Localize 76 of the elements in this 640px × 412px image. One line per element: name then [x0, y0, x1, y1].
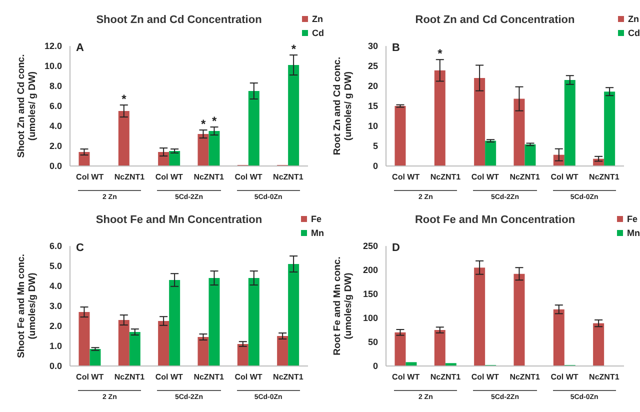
y-tick-label: 0	[372, 161, 378, 172]
y-tick-label: 0	[372, 361, 378, 372]
chart-title: Shoot Fe and Mn Concentration	[94, 214, 264, 226]
x-tick-label: NcZNT1	[510, 172, 540, 182]
y-tick-label: 20	[368, 81, 378, 92]
y-tick-label: 30	[368, 41, 378, 52]
y-tick-label: 4.0	[49, 281, 62, 292]
y-tick-label: 4.0	[49, 121, 62, 132]
y-tick-label: 5.0	[49, 261, 62, 272]
chart-subtitle: B	[392, 42, 400, 54]
x-tick-label: NcZNT1	[589, 372, 620, 382]
legend-label: Zn	[312, 13, 323, 26]
legend-label: Cd	[312, 27, 324, 40]
x-tick-label: NcZNT1	[194, 372, 224, 382]
x-tick-label: NcZNT1	[430, 372, 462, 382]
x-tick-label: NcZNT1	[114, 172, 146, 182]
x-tick-label: Col WT	[550, 172, 578, 182]
y-tick-label: 5	[372, 141, 378, 152]
legend-label: Mn	[311, 227, 324, 240]
x-tick-label: Col WT	[392, 372, 420, 382]
data-label: *	[122, 92, 127, 106]
chart-title: Root Fe and Mn Concentration	[414, 214, 576, 226]
y-tick-label: 150	[362, 289, 378, 300]
x-tick-label: Col WT	[234, 372, 262, 382]
x-tick-label: Col WT	[155, 372, 184, 382]
y-tick-label: 2.0	[49, 321, 62, 332]
y-tick-label: 200	[362, 265, 378, 276]
y-tick-label: 0.0	[49, 161, 62, 172]
y-axis-title: Shoot Zn and Cd conc. (umoles/ g DW)	[16, 54, 38, 158]
x-tick-label: Col WT	[392, 172, 420, 182]
y-tick-label: 6.0	[49, 101, 62, 112]
legend-label: Zn	[628, 13, 639, 26]
x-tick-label: NcZNT1	[589, 172, 620, 182]
y-tick-label: 12.0	[44, 41, 62, 52]
x-tick-label: NcZNT1	[430, 172, 462, 182]
x-tick-label: Col WT	[76, 172, 104, 182]
chart-subtitle: C	[76, 242, 84, 254]
y-tick-label: 50	[368, 337, 378, 348]
y-tick-label: 250	[362, 241, 378, 252]
data-label: *	[291, 42, 296, 56]
y-tick-label: 2.0	[49, 141, 62, 152]
chart-title: Root Zn and Cd Concentration	[414, 14, 576, 26]
y-tick-label: 6.0	[49, 241, 62, 252]
y-axis-title: Root Fe and Mn conc. (umoles/g DW)	[332, 256, 354, 356]
y-tick-label: 10	[368, 121, 378, 132]
legend-label: Mn	[627, 227, 640, 240]
chart-subtitle: D	[392, 242, 400, 254]
y-axis-title: Shoot Fe and Mn conc. (umoles/g DW)	[16, 254, 38, 358]
x-tick-label: Col WT	[471, 372, 500, 382]
legend-label: Cd	[628, 27, 640, 40]
x-tick-label: Col WT	[550, 372, 578, 382]
x-tick-label: NcZNT1	[510, 372, 540, 382]
y-axis-title: Root Zn and Cd conc. (umoles/ g DW)	[332, 56, 354, 156]
legend-label: Fe	[627, 213, 638, 226]
x-tick-label: NcZNT1	[114, 372, 146, 382]
y-tick-label: 100	[362, 313, 378, 324]
data-label: *	[438, 46, 443, 61]
y-tick-label: 8.0	[49, 81, 62, 92]
y-tick-label: 1.0	[49, 341, 62, 352]
x-tick-label: Col WT	[234, 172, 262, 182]
x-tick-label: Col WT	[76, 372, 104, 382]
x-tick-label: Col WT	[155, 172, 184, 182]
legend-label: Fe	[311, 213, 322, 226]
y-tick-label: 25	[368, 61, 378, 72]
y-tick-label: 0.0	[49, 361, 62, 372]
data-label: *	[200, 117, 206, 131]
chart-subtitle: A	[76, 42, 84, 54]
x-tick-label: NcZNT1	[194, 172, 224, 182]
y-tick-label: 10.0	[44, 61, 62, 72]
data-label: *	[212, 114, 218, 128]
y-tick-label: 15	[368, 101, 378, 112]
x-tick-label: NcZNT1	[273, 172, 304, 182]
x-tick-label: Col WT	[471, 172, 500, 182]
x-tick-label: NcZNT1	[273, 372, 304, 382]
chart-title: Shoot Zn and Cd Concentration	[95, 14, 263, 26]
y-tick-label: 3.0	[49, 301, 62, 312]
